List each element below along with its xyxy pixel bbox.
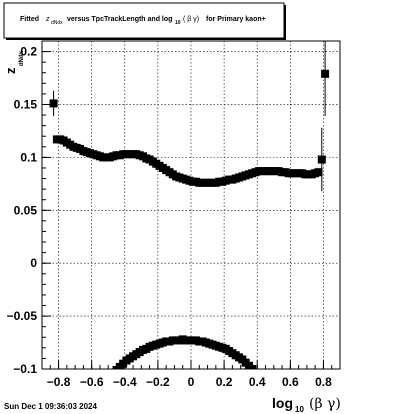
y-axis-label: z dNdx — [2, 50, 25, 74]
x-tick-label: −0.6 — [80, 375, 104, 389]
title-beta-gamma: ( β γ) — [183, 16, 199, 23]
data-point — [248, 365, 257, 369]
y-tick-label: 0.1 — [20, 150, 37, 164]
y-tick-label: 0.2 — [20, 45, 37, 59]
title-box: Fitted z dNdx versus TpcTrackLength and … — [3, 2, 286, 40]
x-tick-label: 0 — [188, 375, 195, 389]
title-frame-shadow-bottom — [6, 38, 286, 40]
title-frame-shadow — [284, 5, 286, 40]
x-axis-label: log 10 (β γ) — [272, 395, 341, 414]
data-point — [49, 99, 58, 108]
axis-ticks — [41, 51, 341, 370]
svg-text:Fitted z dNdx: Fitted z dNdx versus TpcTrackLength and … — [20, 16, 266, 26]
y-tick-label: 0 — [30, 256, 37, 270]
title-prefix: Fitted — [20, 16, 39, 23]
x-axis-label-sub: 10 — [295, 405, 304, 414]
x-tick-label: 0.6 — [282, 375, 299, 389]
y-tick-label: 0.15 — [14, 97, 38, 111]
x-tick-label: −0.4 — [113, 375, 137, 389]
data-point — [314, 168, 323, 177]
title-frame — [3, 2, 285, 39]
data-markers — [49, 41, 330, 369]
y-tick-label: 0.05 — [14, 203, 38, 217]
svg-text:z dNdx: z dNdx — [2, 50, 25, 74]
title-suffix: for Primary kaon+ — [206, 16, 266, 23]
x-axis-label-paren: (β γ) — [309, 396, 341, 412]
x-tick-label: 0.8 — [315, 375, 332, 389]
y-tick-labels: −0.1 −0.05 0 0.05 0.1 0.15 0.2 — [7, 45, 38, 376]
y-axis-label-sub: dNdx — [19, 50, 25, 66]
x-tick-label: 0.2 — [216, 375, 233, 389]
data-point — [317, 155, 326, 164]
x-tick-label: 0.4 — [249, 375, 266, 389]
y-tick-label: −0.05 — [7, 309, 38, 323]
x-tick-labels: −0.8 −0.6 −0.4 −0.2 0 0.2 0.4 0.6 0.8 — [47, 375, 332, 389]
title-z-subscript: dNdx — [51, 20, 63, 26]
x-tick-label: −0.2 — [146, 375, 170, 389]
x-axis-label-main: log — [272, 395, 293, 411]
timestamp: Sun Dec 1 09:36:03 2024 — [4, 402, 97, 411]
plot-area: −0.8 −0.6 −0.4 −0.2 0 0.2 0.4 0.6 0.8 −0.1 −0.05 0… — [7, 40, 341, 389]
y-axis-label-main: z — [3, 67, 18, 74]
x-tick-label: −0.8 — [47, 375, 71, 389]
y-tick-label: −0.1 — [13, 362, 37, 376]
title-log-subscript: 10 — [175, 20, 181, 26]
title-middle: versus TpcTrackLength and log — [67, 16, 172, 23]
data-point — [321, 69, 330, 78]
grid-lines — [42, 41, 340, 370]
title-z-symbol: z — [45, 16, 50, 23]
